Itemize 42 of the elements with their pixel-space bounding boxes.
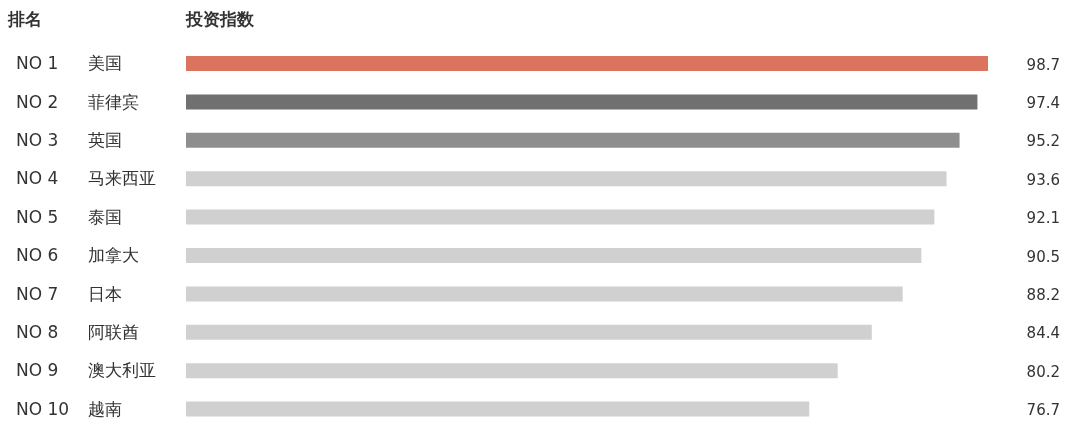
text: NO 8 [16,322,59,342]
text: NO 5 [16,206,59,227]
text: NO 4 [16,168,59,189]
y-axis-title: 排名 [8,8,42,31]
bar [186,56,988,71]
x-axis-title: 投资指数 [186,8,254,31]
bar [186,209,935,225]
bar [186,324,872,340]
bar [186,286,903,302]
text: NO 9 [16,360,59,381]
bar [186,132,960,148]
text: NO 1 [16,53,59,74]
y-tick-label: 澳大利亚 [88,360,156,381]
text: NO 7 [16,283,59,304]
y-tick-label: 英国 [88,130,122,150]
data-label: 88.2 [1026,285,1060,304]
y-tick-label: 越南 [88,398,122,419]
text: NO 2 [16,91,59,112]
y-tick-label: 美国 [88,53,122,74]
y-tick-label: 菲律宾 [88,91,139,112]
bar [186,401,810,417]
data-label: 95.2 [1026,132,1060,151]
text: NO 10 [16,398,70,419]
bar [186,94,978,110]
y-tick-label: 日本 [88,283,122,304]
y-tick-label: 加拿大 [88,245,139,266]
y-tick-label: 泰国 [88,206,122,227]
text: NO 3 [16,130,59,150]
bar [186,363,838,379]
data-label: 93.6 [1026,170,1060,189]
data-label: 90.5 [1026,247,1060,266]
y-tick-label: 阿联酋 [88,322,139,342]
data-label: 80.2 [1026,362,1060,381]
data-label: 92.1 [1026,209,1060,228]
bar [186,171,947,187]
data-label: 97.4 [1026,93,1060,112]
data-label: 98.7 [1026,55,1060,74]
bar [186,248,922,263]
text: NO 6 [16,245,59,266]
y-tick-label: 马来西亚 [88,168,156,189]
data-label: 76.7 [1026,401,1060,420]
data-label: 84.4 [1026,324,1060,343]
